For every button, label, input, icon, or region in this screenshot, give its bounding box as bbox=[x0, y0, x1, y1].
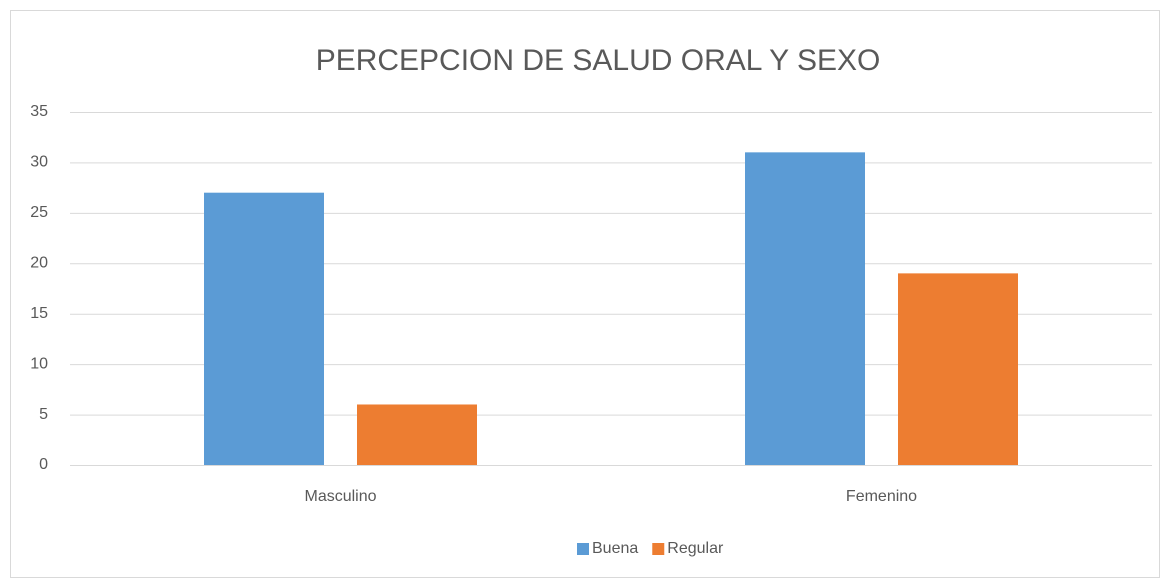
bar bbox=[898, 273, 1018, 465]
legend-swatch bbox=[652, 543, 665, 555]
y-tick-label: 10 bbox=[30, 355, 48, 372]
legend-label: Buena bbox=[592, 540, 638, 557]
legend-label: Regular bbox=[667, 540, 724, 557]
chart-title: PERCEPCION DE SALUD ORAL Y SEXO bbox=[316, 44, 881, 77]
legend-swatch bbox=[577, 543, 589, 555]
y-tick-label: 30 bbox=[30, 154, 48, 171]
y-tick-label: 35 bbox=[30, 103, 48, 120]
y-tick-label: 15 bbox=[30, 305, 48, 322]
bar bbox=[745, 152, 865, 466]
bar bbox=[357, 404, 477, 465]
y-tick-label: 5 bbox=[39, 406, 48, 423]
y-tick-label: 20 bbox=[30, 255, 48, 272]
x-tick-label: Masculino bbox=[304, 488, 376, 505]
x-tick-label: Femenino bbox=[846, 488, 917, 505]
y-tick-label: 25 bbox=[30, 204, 48, 221]
y-tick-label: 0 bbox=[39, 456, 48, 473]
bar bbox=[204, 192, 324, 465]
